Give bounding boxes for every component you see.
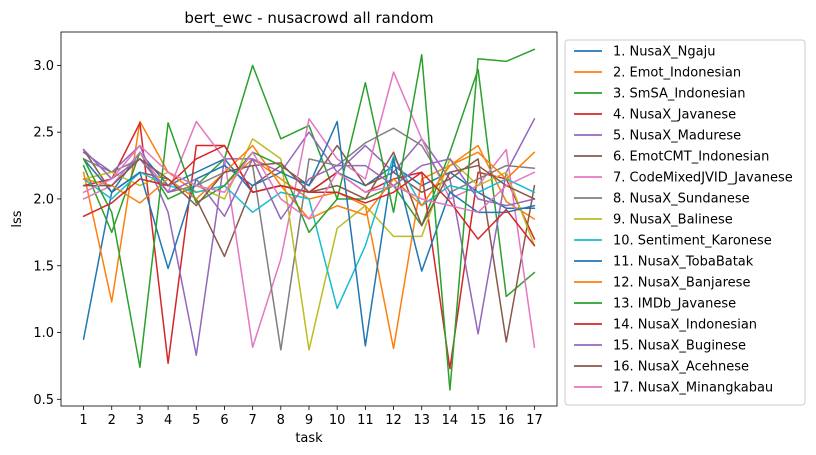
chart-title: bert_ewc - nusacrowd all random [184,9,433,28]
x-tick-label: 1 [79,413,87,428]
x-tick-label: 17 [526,413,543,428]
legend-label-4: 4. NusaX_Javanese [613,108,736,123]
series-line-13 [82,48,536,391]
x-tick-label: 3 [136,413,144,428]
axes: 1 2 3 4 5 6 7 8 9 10 11 12 13 14 15 16 170.51.01.52.02.5… [33,31,558,428]
series-line-17 [82,144,536,220]
legend-label-1: 1. NusaX_Ngaju [613,45,715,60]
legend-label-11: 11. NusaX_TobaBatak [613,255,754,270]
y-tick-label: 1.0 [33,326,54,341]
x-tick-label: 12 [385,413,402,428]
legend-label-15: 15. NusaX_Buginese [613,339,746,354]
legend-label-3: 3. SmSA_Indonesian [613,87,745,102]
x-tick-label: 10 [329,413,346,428]
legend-label-16: 16. NusaX_Acehnese [613,360,749,375]
legend-label-14: 14. NusaX_Indonesian [613,318,757,333]
legend-label-12: 12. NusaX_Banjarese [613,276,750,291]
x-tick-label: 9 [305,413,313,428]
series-line-11 [82,120,536,347]
series-line-15 [82,148,536,220]
y-tick-label: 3.0 [33,59,54,74]
legend-label-7: 7. CodeMixedJVID_Javanese [613,171,793,186]
plot-area [82,48,536,391]
x-tick-label: 2 [108,413,116,428]
legend-label-5: 5. NusaX_Madurese [613,129,741,144]
legend-label-2: 2. Emot_Indonesian [613,66,741,81]
legend-label-6: 6. EmotCMT_Indonesian [613,150,769,165]
legend-label-10: 10. Sentiment_Karonese [613,234,772,249]
x-tick-label: 16 [498,413,515,428]
legend-label-9: 9. NusaX_Balinese [613,213,733,228]
x-tick-label: 6 [220,413,228,428]
x-tick-label: 8 [277,413,285,428]
x-tick-label: 15 [470,413,487,428]
x-tick-label: 13 [413,413,430,428]
x-axis-title: task [295,431,323,446]
y-tick-label: 2.0 [33,192,54,207]
legend-label-8: 8. NusaX_Sundanese [613,192,750,207]
x-tick-label: 4 [164,413,172,428]
x-tick-label: 11 [357,413,374,428]
x-tick-label: 14 [442,413,459,428]
series-line-9 [82,138,536,351]
series-line-16 [82,151,536,227]
x-tick-label: 7 [248,413,256,428]
series-line-5 [82,118,536,356]
x-tick-label: 5 [192,413,200,428]
series-line-7 [82,71,536,348]
y-axis-title: lss [10,210,25,227]
y-tick-label: 2.5 [33,126,54,141]
legend: 1. NusaX_Ngaju 2. Emot_Indonesian 3. SmSA_… [564,39,806,406]
legend-box [564,39,806,406]
y-tick-label: 0.5 [33,393,54,408]
legend-label-13: 13. IMDb_Javanese [613,297,736,312]
legend-label-17: 17. NusaX_Minangkabau [613,381,773,396]
y-tick-label: 1.5 [33,259,54,274]
